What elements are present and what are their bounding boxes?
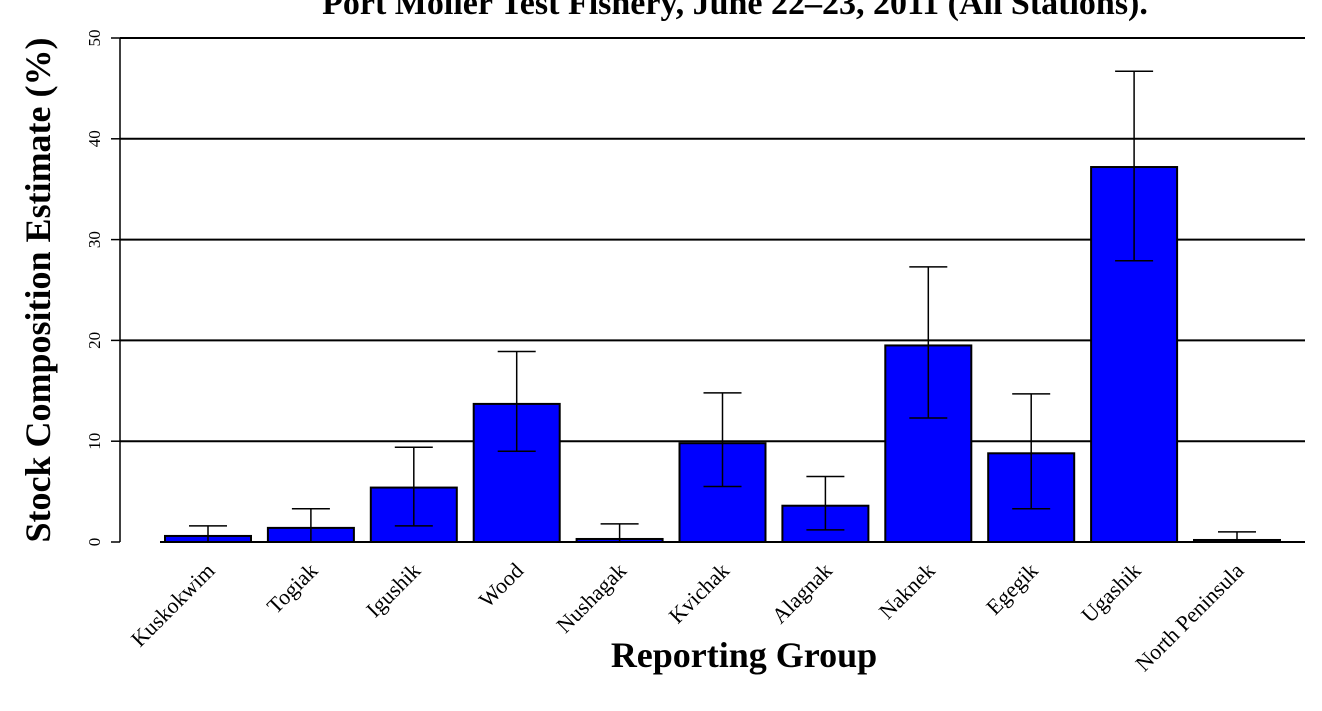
x-tick-label: North Peninsula (1130, 558, 1249, 677)
x-tick-label: Togiak (262, 558, 323, 619)
y-tick-label: 20 (85, 332, 104, 349)
y-axis: 0 10 20 30 40 50 (85, 30, 121, 547)
x-tick-label: Nushagak (551, 558, 631, 638)
error-bars (189, 70, 1256, 542)
y-tick-label: 40 (85, 130, 104, 147)
y-tick-label: 10 (85, 433, 104, 450)
y-axis-title: Stock Composition Estimate (%) (18, 38, 58, 543)
x-tick-label: Igushik (361, 558, 425, 622)
x-tick-label: Egegik (981, 558, 1043, 620)
x-tick-label: Naknek (874, 558, 940, 624)
y-tick-label: 0 (85, 538, 104, 547)
x-tick-label: Ugashik (1076, 558, 1146, 628)
x-tick-label: Kuskokwim (126, 558, 220, 652)
x-axis-title: Reporting Group (611, 635, 877, 675)
x-tick-label: Kvichak (664, 558, 734, 628)
x-tick-label: Wood (474, 558, 528, 612)
x-tick-label: Alagnak (767, 558, 837, 628)
chart-title: Port Moller Test Fishery, June 22–23, 20… (322, 0, 1148, 22)
y-tick-label: 30 (85, 231, 104, 248)
y-tick-label: 50 (85, 30, 104, 47)
